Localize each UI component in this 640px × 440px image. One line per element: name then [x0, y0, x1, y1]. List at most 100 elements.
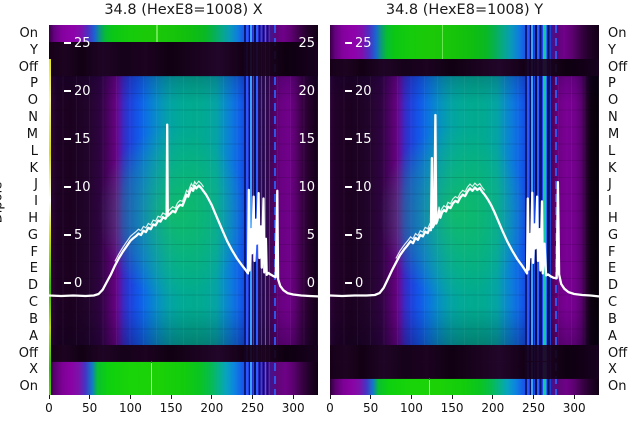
signal-curve — [330, 113, 599, 298]
signal-curve — [49, 123, 318, 298]
inner-tick-dash — [345, 282, 352, 284]
row-label: K — [29, 160, 38, 176]
x-tick-label: 250 — [522, 401, 545, 415]
heatmap-body — [49, 75, 318, 346]
inner-tick-dash — [64, 282, 71, 284]
inner-tick-dash — [345, 42, 352, 44]
inner-tick-label: 10 — [298, 179, 315, 195]
x-tick-mark — [573, 395, 575, 399]
x-tick-label: 300 — [281, 401, 305, 415]
heatmap-stripe — [264, 25, 267, 395]
row-label: X — [608, 362, 617, 378]
heatmap-row-dark — [49, 58, 318, 76]
row-label: I — [34, 194, 38, 210]
row-label: On — [608, 25, 627, 41]
inner-tick-label: 20 — [74, 83, 91, 99]
inner-tick-dash — [64, 234, 71, 236]
inner-tick-dash — [345, 186, 352, 188]
x-tick-label: 50 — [363, 401, 379, 415]
row-label: E — [608, 261, 617, 277]
x-tick-mark — [252, 395, 253, 399]
x-tick-label: 100 — [118, 401, 142, 415]
row-label: M — [608, 126, 620, 142]
row-label: Off — [18, 59, 38, 75]
inner-tick-label: 0 — [355, 275, 364, 291]
row-label: J — [34, 177, 38, 193]
inner-tick-label: 25 — [74, 35, 91, 51]
x-tick-mark — [370, 395, 372, 399]
inner-tick-dash — [345, 234, 352, 236]
x-tick-mark — [533, 395, 534, 399]
row-label: F — [608, 244, 616, 260]
inner-tick-dash — [345, 138, 352, 140]
marker-line — [428, 378, 430, 395]
row-label: L — [608, 143, 616, 159]
inner-tick-label: 15 — [355, 131, 372, 147]
x-tick-mark — [89, 395, 91, 399]
x-tick-mark — [48, 395, 50, 399]
inner-tick-dash — [64, 42, 71, 44]
row-label: B — [29, 311, 38, 327]
x-tick-label: 300 — [562, 401, 586, 415]
row-label: A — [608, 328, 617, 344]
row-label: Y — [608, 42, 616, 58]
heatmap-stripe — [529, 25, 531, 395]
inner-tick-dash — [345, 90, 352, 92]
row-label: O — [27, 93, 38, 109]
edge-line — [49, 58, 51, 395]
heatmap-row-dark — [330, 361, 599, 379]
row-label: B — [608, 311, 617, 327]
x-tick-mark — [492, 395, 494, 399]
inner-tick-label: 25 — [355, 35, 372, 51]
row-label: A — [29, 328, 38, 344]
heatmap-stripe — [533, 25, 536, 395]
heatmap-stripe — [250, 25, 253, 395]
inner-tick-label: 15 — [298, 131, 315, 147]
inner-tick-label: 0 — [74, 275, 83, 291]
heatmap-row-dark — [49, 41, 318, 60]
row-label: D — [27, 278, 38, 294]
row-label: O — [608, 93, 619, 109]
x-tick-mark — [129, 395, 131, 399]
row-label: F — [30, 244, 38, 260]
heatmap-stripe — [260, 25, 263, 395]
row-label: C — [608, 295, 618, 310]
row-label: On — [19, 379, 38, 395]
row-label: P — [608, 76, 616, 92]
row-label: N — [608, 110, 618, 125]
heatmap-stripe — [539, 25, 542, 395]
row-label: J — [608, 177, 612, 193]
row-label: G — [608, 227, 619, 243]
inner-tick-label: 5 — [74, 227, 83, 243]
row-label: Off — [608, 345, 628, 361]
inner-tick-label: 10 — [355, 179, 372, 195]
heatmap-stripe — [547, 25, 550, 395]
x-tick-mark — [410, 395, 412, 399]
heatmap-stripe — [524, 25, 527, 395]
heatmap-row-dark — [49, 344, 318, 362]
x-tick-label: 200 — [200, 401, 224, 415]
inner-tick-label: 5 — [355, 227, 364, 243]
inner-tick-label: 0 — [306, 275, 315, 291]
row-label: Y — [30, 42, 38, 58]
heatmap-stripe — [266, 25, 269, 395]
panel-X: 25 25 20 20 15 15 10 10 5 5 0 0 — [49, 25, 318, 395]
heatmap-stripe — [268, 25, 271, 395]
row-label: N — [28, 110, 38, 125]
row-label: Off — [608, 59, 628, 75]
row-labels-right: On Y Off P O N M L K J I H G F E D C B A Off X On — [605, 25, 639, 395]
x-tick-label: 50 — [82, 401, 98, 415]
inner-tick-label: 20 — [355, 83, 372, 99]
x-tick-mark — [292, 395, 294, 399]
panel-y-title: 34.8 (HexE8=1008) Y — [385, 2, 544, 18]
x-tick-mark — [170, 395, 172, 399]
x-axis-X: 0 50 100 150 200 250 300 — [45, 395, 318, 427]
x-tick-label: 250 — [241, 401, 264, 415]
heatmap-stripe — [254, 25, 257, 395]
marker-line — [441, 25, 443, 59]
x-tick-mark — [451, 395, 453, 399]
row-labels-left: On Y Off P O N M L K J I H G F E D C B A Off X On — [0, 25, 43, 395]
inner-tick-dash — [64, 90, 71, 92]
row-label: H — [28, 210, 38, 226]
